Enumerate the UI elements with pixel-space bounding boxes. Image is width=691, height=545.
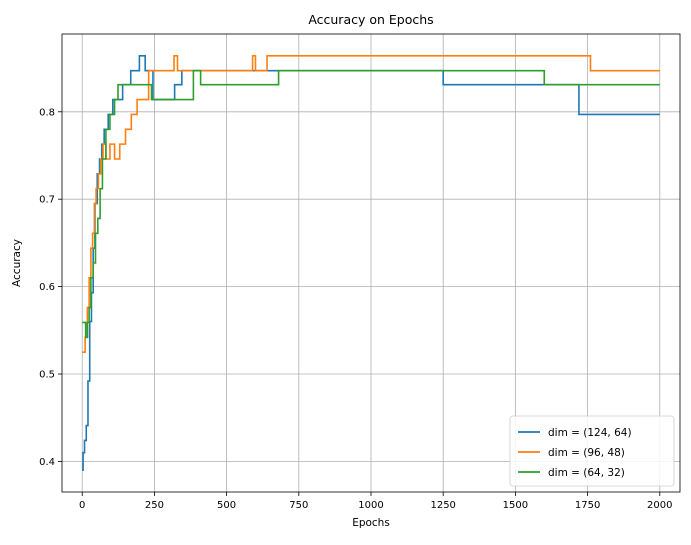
y-axis-label: Accuracy [11,239,23,287]
series-group [82,55,660,471]
y-tick-label: 0.6 [39,282,55,293]
x-tick-label: 1000 [358,500,383,511]
chart-title: Accuracy on Epochs [308,12,433,27]
y-tick-label: 0.8 [39,107,55,118]
y-tick-label: 0.7 [39,195,55,206]
series-line-2 [82,55,660,353]
y-tick-label: 0.4 [39,457,55,468]
x-tick-label: 250 [145,500,164,511]
legend-label: dim = (124, 64) [548,427,632,439]
x-tick-label: 2000 [647,500,672,511]
x-axis: 0 250 500 750 1000 1250 1500 1750 2000 [79,492,673,511]
x-tick-label: 1250 [430,500,455,511]
series-line-3 [82,69,660,339]
legend-label: dim = (64, 32) [548,467,625,479]
legend: dim = (124, 64) dim = (96, 48) dim = (64, … [509,415,675,487]
x-tick-label: 500 [217,500,236,511]
x-tick-label: 1500 [503,500,528,511]
x-tick-label: 1750 [575,500,600,511]
legend-label: dim = (96, 48) [548,447,625,459]
x-tick-label: 750 [289,500,308,511]
y-axis: 0.4 0.5 0.6 0.7 0.8 [39,107,62,468]
y-tick-label: 0.5 [39,370,55,381]
legend-box [509,415,675,487]
x-tick-label: 0 [79,500,85,511]
x-axis-label: Epochs [352,517,390,529]
